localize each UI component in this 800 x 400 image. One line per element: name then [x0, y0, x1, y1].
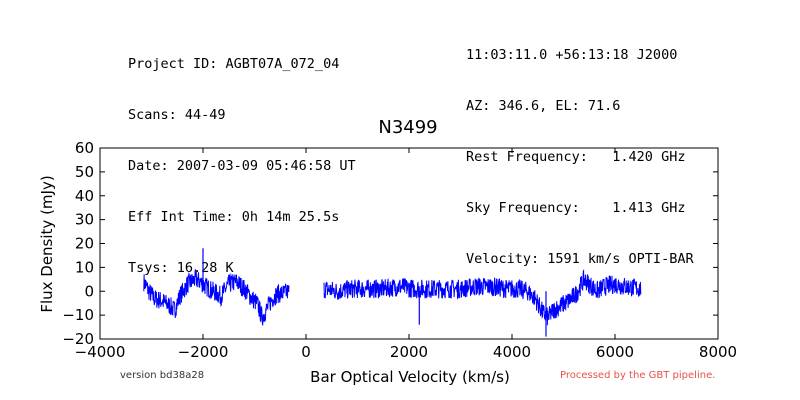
y-tick-label: −20 [62, 330, 94, 348]
ticks-layer: −4000 −2000 0 2000 4000 6000 8000 −20 −10 0 10 20 30… [62, 139, 737, 361]
y-tick-label: 20 [75, 235, 94, 253]
date-text: Date: 2007-03-09 05:46:58 UT [128, 158, 356, 174]
x-tick-label: 8000 [699, 343, 737, 361]
coordinates-text: 11:03:11.0 +56:13:18 J2000 [466, 47, 678, 63]
x-tick-label: 4000 [493, 343, 531, 361]
y-tick-label: 30 [75, 211, 94, 229]
x-tick-label: 6000 [596, 343, 634, 361]
y-axis-label: Flux Density (mJy) [38, 175, 56, 312]
x-tick-label: 0 [301, 343, 311, 361]
y-tick-label: 40 [75, 187, 94, 205]
az-el-text: AZ: 346.6, EL: 71.6 [466, 98, 621, 114]
x-tick-label: −2000 [178, 343, 229, 361]
y-tick-label: 10 [75, 258, 94, 276]
y-tick-label: 50 [75, 163, 94, 181]
rest-frequency-text: Rest Frequency: 1.420 GHz [466, 149, 686, 165]
x-tick-label: 2000 [390, 343, 428, 361]
sky-frequency-text: Sky Frequency: 1.413 GHz [466, 200, 686, 216]
y-tick-label: −10 [62, 306, 94, 324]
observation-info-left: Project ID: AGBT07A_072_04 Scans: 44-49 … [128, 22, 356, 294]
observation-info-right: 11:03:11.0 +56:13:18 J2000 AZ: 346.6, EL… [466, 13, 694, 285]
tsys-text: Tsys: 16.28 K [128, 260, 234, 276]
version-label: version bd38a28 [120, 370, 205, 381]
plot-layer [143, 248, 642, 337]
x-axis-label: Bar Optical Velocity (km/s) [310, 368, 510, 386]
y-tick-label: 0 [84, 282, 94, 300]
spectrum-line-segment [323, 269, 642, 326]
spectrum-line-segment [143, 268, 290, 326]
project-id-text: Project ID: AGBT07A_072_04 [128, 56, 340, 72]
x-tick-label: −4000 [75, 343, 126, 361]
scans-text: Scans: 44-49 [128, 107, 226, 123]
plot-frame [99, 147, 719, 340]
chart-title: N3499 [378, 117, 437, 138]
integration-time-text: Eff Int Time: 0h 14m 25.5s [128, 209, 340, 225]
y-tick-label: 60 [75, 139, 94, 157]
velocity-text: Velocity: 1591 km/s OPTI-BAR [466, 251, 694, 267]
pipeline-credit-label: Processed by the GBT pipeline. [560, 370, 716, 381]
